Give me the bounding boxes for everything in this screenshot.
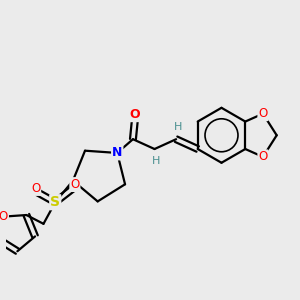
Text: O: O — [70, 178, 80, 191]
Text: O: O — [258, 107, 268, 120]
Text: H: H — [174, 122, 182, 132]
Text: O: O — [0, 210, 8, 223]
Text: H: H — [152, 156, 161, 166]
Text: N: N — [112, 146, 122, 159]
Text: S: S — [50, 195, 60, 209]
Text: O: O — [258, 150, 268, 164]
Text: O: O — [130, 108, 140, 121]
Text: O: O — [31, 182, 40, 195]
